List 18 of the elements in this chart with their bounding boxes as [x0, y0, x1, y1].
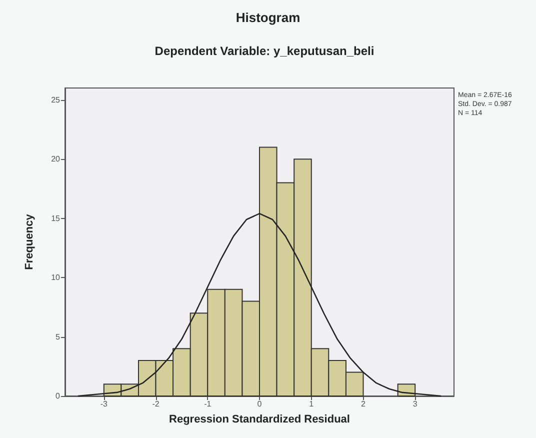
- x-tick-label: 1: [309, 400, 314, 408]
- y-tick-label: 0: [56, 392, 61, 400]
- x-tick-label: 2: [361, 400, 366, 408]
- chart-title: Histogram: [236, 10, 300, 25]
- x-tick-label: -2: [152, 400, 160, 408]
- x-tick-label: -1: [204, 400, 212, 408]
- y-tick-label: 10: [51, 273, 61, 282]
- x-axis-title: Regression Standardized Residual: [169, 414, 350, 426]
- y-tick-label: 20: [51, 154, 61, 164]
- y-tick-label: 25: [51, 95, 61, 104]
- x-tick-label: 0: [257, 400, 262, 408]
- chart-subtitle: Dependent Variable: y_keputusan_beli: [154, 44, 374, 58]
- line-series: [77, 212, 442, 397]
- y-axis-title: Frequency: [24, 213, 36, 270]
- x-tick-label: -3: [100, 400, 108, 408]
- x-tick-label: 3: [412, 400, 418, 408]
- y-tick-label: 15: [51, 214, 61, 223]
- y-tick-label: 5: [56, 332, 61, 342]
